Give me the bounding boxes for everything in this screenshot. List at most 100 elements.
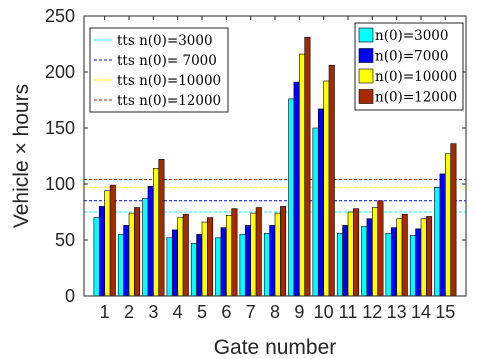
x-tick-label: 2 — [124, 302, 134, 322]
x-tick-label: 11 — [339, 302, 358, 322]
x-axis-label: Gate number — [214, 336, 337, 359]
bar-14-series-3 — [420, 218, 427, 297]
bar-7-series-3 — [250, 212, 257, 297]
bar-15-series-3 — [445, 153, 452, 297]
bar-3-series-2 — [147, 185, 154, 297]
legend-swatch — [358, 68, 374, 84]
bar-8-series-3 — [274, 212, 281, 297]
legend-label: tts n(0)=3000 — [117, 33, 213, 49]
bar-15-series-1 — [434, 187, 441, 297]
y-axis-label: Vehicle × hours — [10, 84, 33, 228]
x-axis-ticks: 1 2 3 4 5 6 7 8 9 10 11 12 13 14 15 — [100, 16, 455, 322]
legend-box — [89, 27, 229, 113]
bar-13-series-4 — [401, 213, 408, 297]
y-tick-label: 100 — [45, 174, 75, 194]
bar-15-series-2 — [439, 173, 446, 297]
bar-9-series-2 — [293, 81, 300, 297]
bar-6-series-3 — [226, 215, 233, 297]
bar-12-series-1 — [361, 226, 368, 297]
bar-3-series-3 — [153, 168, 160, 297]
x-tick-label: 6 — [221, 302, 231, 322]
bar-7-series-1 — [239, 234, 246, 297]
bar-13-series-3 — [396, 218, 403, 297]
x-tick-label: 3 — [148, 302, 158, 322]
bar-12-series-4 — [377, 200, 384, 297]
bar-5-series-3 — [201, 221, 208, 297]
y-tick-label: 200 — [45, 62, 75, 82]
bar-3-series-4 — [158, 159, 165, 297]
bar-11-series-1 — [336, 232, 343, 297]
bar-7-series-4 — [255, 207, 262, 297]
x-tick-label: 12 — [362, 302, 382, 322]
bar-13-series-2 — [390, 227, 397, 297]
bar-10-series-3 — [323, 80, 330, 297]
legend-label: tts n(0)=12000 — [117, 93, 221, 109]
y-tick-label: 150 — [45, 118, 75, 138]
x-tick-label: 15 — [435, 302, 455, 322]
x-tick-label: 5 — [197, 302, 207, 322]
bar-4-series-1 — [166, 237, 173, 297]
x-tick-label: 10 — [314, 302, 334, 322]
bar-12-series-2 — [366, 218, 373, 297]
bar-6-series-2 — [220, 227, 227, 297]
bar-10-series-1 — [312, 127, 319, 297]
bar-5-series-1 — [190, 243, 197, 297]
y-tick-label: 0 — [65, 286, 75, 306]
bar-1-series-1 — [93, 217, 100, 297]
legend-swatch — [358, 27, 374, 43]
x-tick-label: 8 — [270, 302, 280, 322]
bar-2-series-3 — [128, 212, 135, 297]
legend-label: n(0)=3000 — [375, 28, 449, 44]
bar-1-series-2 — [98, 206, 105, 297]
bar-4-series-3 — [177, 217, 184, 297]
bar-5-series-4 — [207, 217, 214, 297]
bar-11-series-4 — [353, 208, 360, 297]
bar-2-series-4 — [134, 207, 141, 297]
bar-13-series-1 — [385, 232, 392, 297]
x-tick-label: 9 — [294, 302, 304, 322]
legend-label: tts n(0)=10000 — [117, 73, 221, 89]
bar-4-series-4 — [182, 213, 189, 297]
legend-label: n(0)=7000 — [375, 49, 449, 65]
bar-14-series-1 — [409, 235, 416, 297]
bar-10-series-2 — [317, 108, 324, 297]
bar-2-series-1 — [117, 234, 124, 297]
bar-3-series-1 — [142, 198, 149, 297]
bar-11-series-2 — [342, 225, 349, 297]
bar-8-series-4 — [280, 206, 287, 297]
bar-8-series-1 — [263, 232, 270, 297]
bar-8-series-2 — [269, 225, 276, 297]
x-tick-label: 4 — [173, 302, 183, 322]
bar-6-series-4 — [231, 208, 238, 297]
y-tick-label: 50 — [55, 230, 75, 250]
x-tick-label: 7 — [246, 302, 256, 322]
bar-6-series-1 — [215, 237, 222, 297]
y-tick-label: 250 — [45, 6, 75, 26]
legend-swatch — [358, 89, 374, 104]
x-tick-label: 14 — [411, 302, 431, 322]
bar-4-series-2 — [171, 229, 178, 297]
bar-1-series-4 — [109, 184, 116, 297]
bar-12-series-3 — [372, 207, 379, 297]
legend-swatch — [358, 48, 374, 63]
bar-14-series-4 — [426, 216, 433, 297]
bar-9-series-4 — [304, 36, 311, 297]
legend-label: n(0)=12000 — [375, 90, 457, 106]
legend-series: n(0)=3000 n(0)=7000 n(0)=10000 n(0)=12000 — [354, 22, 464, 111]
x-tick-label: 13 — [387, 302, 407, 322]
bar-10-series-4 — [328, 64, 335, 297]
y-axis-ticks: 0 50 100 150 200 250 — [45, 6, 466, 306]
bar-11-series-3 — [347, 211, 354, 297]
legend-label: tts n(0)= 7000 — [117, 53, 217, 69]
bar-9-series-1 — [288, 98, 295, 297]
bar-14-series-2 — [415, 228, 422, 297]
bar-15-series-4 — [450, 143, 457, 297]
x-tick-label: 1 — [100, 302, 110, 322]
legend-label: n(0)=10000 — [375, 69, 457, 85]
bar-5-series-2 — [196, 234, 203, 297]
legend-reference-lines: tts n(0)=3000 tts n(0)= 7000 tts n(0)=1000… — [89, 27, 229, 113]
bar-1-series-3 — [104, 190, 111, 297]
bar-2-series-2 — [123, 225, 130, 297]
reference-lines — [84, 179, 466, 213]
